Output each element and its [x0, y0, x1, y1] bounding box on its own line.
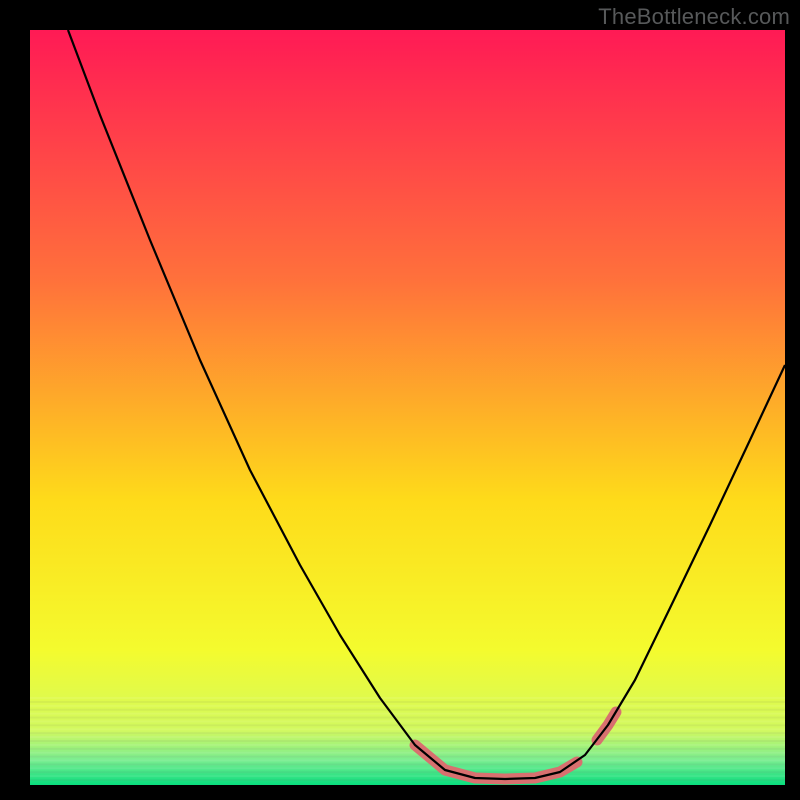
terrace-stripe	[30, 771, 785, 773]
margin-right	[785, 0, 800, 800]
terrace-stripe	[30, 779, 785, 781]
terrace-stripe	[30, 709, 785, 711]
chart-container: TheBottleneck.com	[0, 0, 800, 800]
terrace-stripe	[30, 701, 785, 703]
terrace-stripe	[30, 744, 785, 746]
plot-background-segment	[30, 30, 785, 280]
terrace-stripe	[30, 720, 785, 722]
terrace-stripe	[30, 767, 785, 769]
terrace-stripe	[30, 752, 785, 754]
plot-background-segment	[30, 280, 785, 500]
terrace-stripe	[30, 717, 785, 719]
terrace-stripe	[30, 760, 785, 762]
margin-bottom	[0, 785, 800, 800]
terrace-stripe	[30, 740, 785, 742]
terrace-stripe	[30, 756, 785, 758]
terrace-stripe	[30, 728, 785, 730]
terrace-stripe	[30, 748, 785, 750]
terrace-stripe	[30, 763, 785, 765]
plot-background-segment	[30, 500, 785, 650]
terrace-stripe	[30, 705, 785, 707]
terrace-stripe	[30, 697, 785, 699]
bottleneck-chart	[0, 0, 800, 800]
terrace-stripe	[30, 775, 785, 777]
watermark-text: TheBottleneck.com	[598, 4, 790, 30]
terrace-stripe	[30, 724, 785, 726]
terrace-stripe	[30, 713, 785, 715]
margin-left	[0, 0, 30, 800]
